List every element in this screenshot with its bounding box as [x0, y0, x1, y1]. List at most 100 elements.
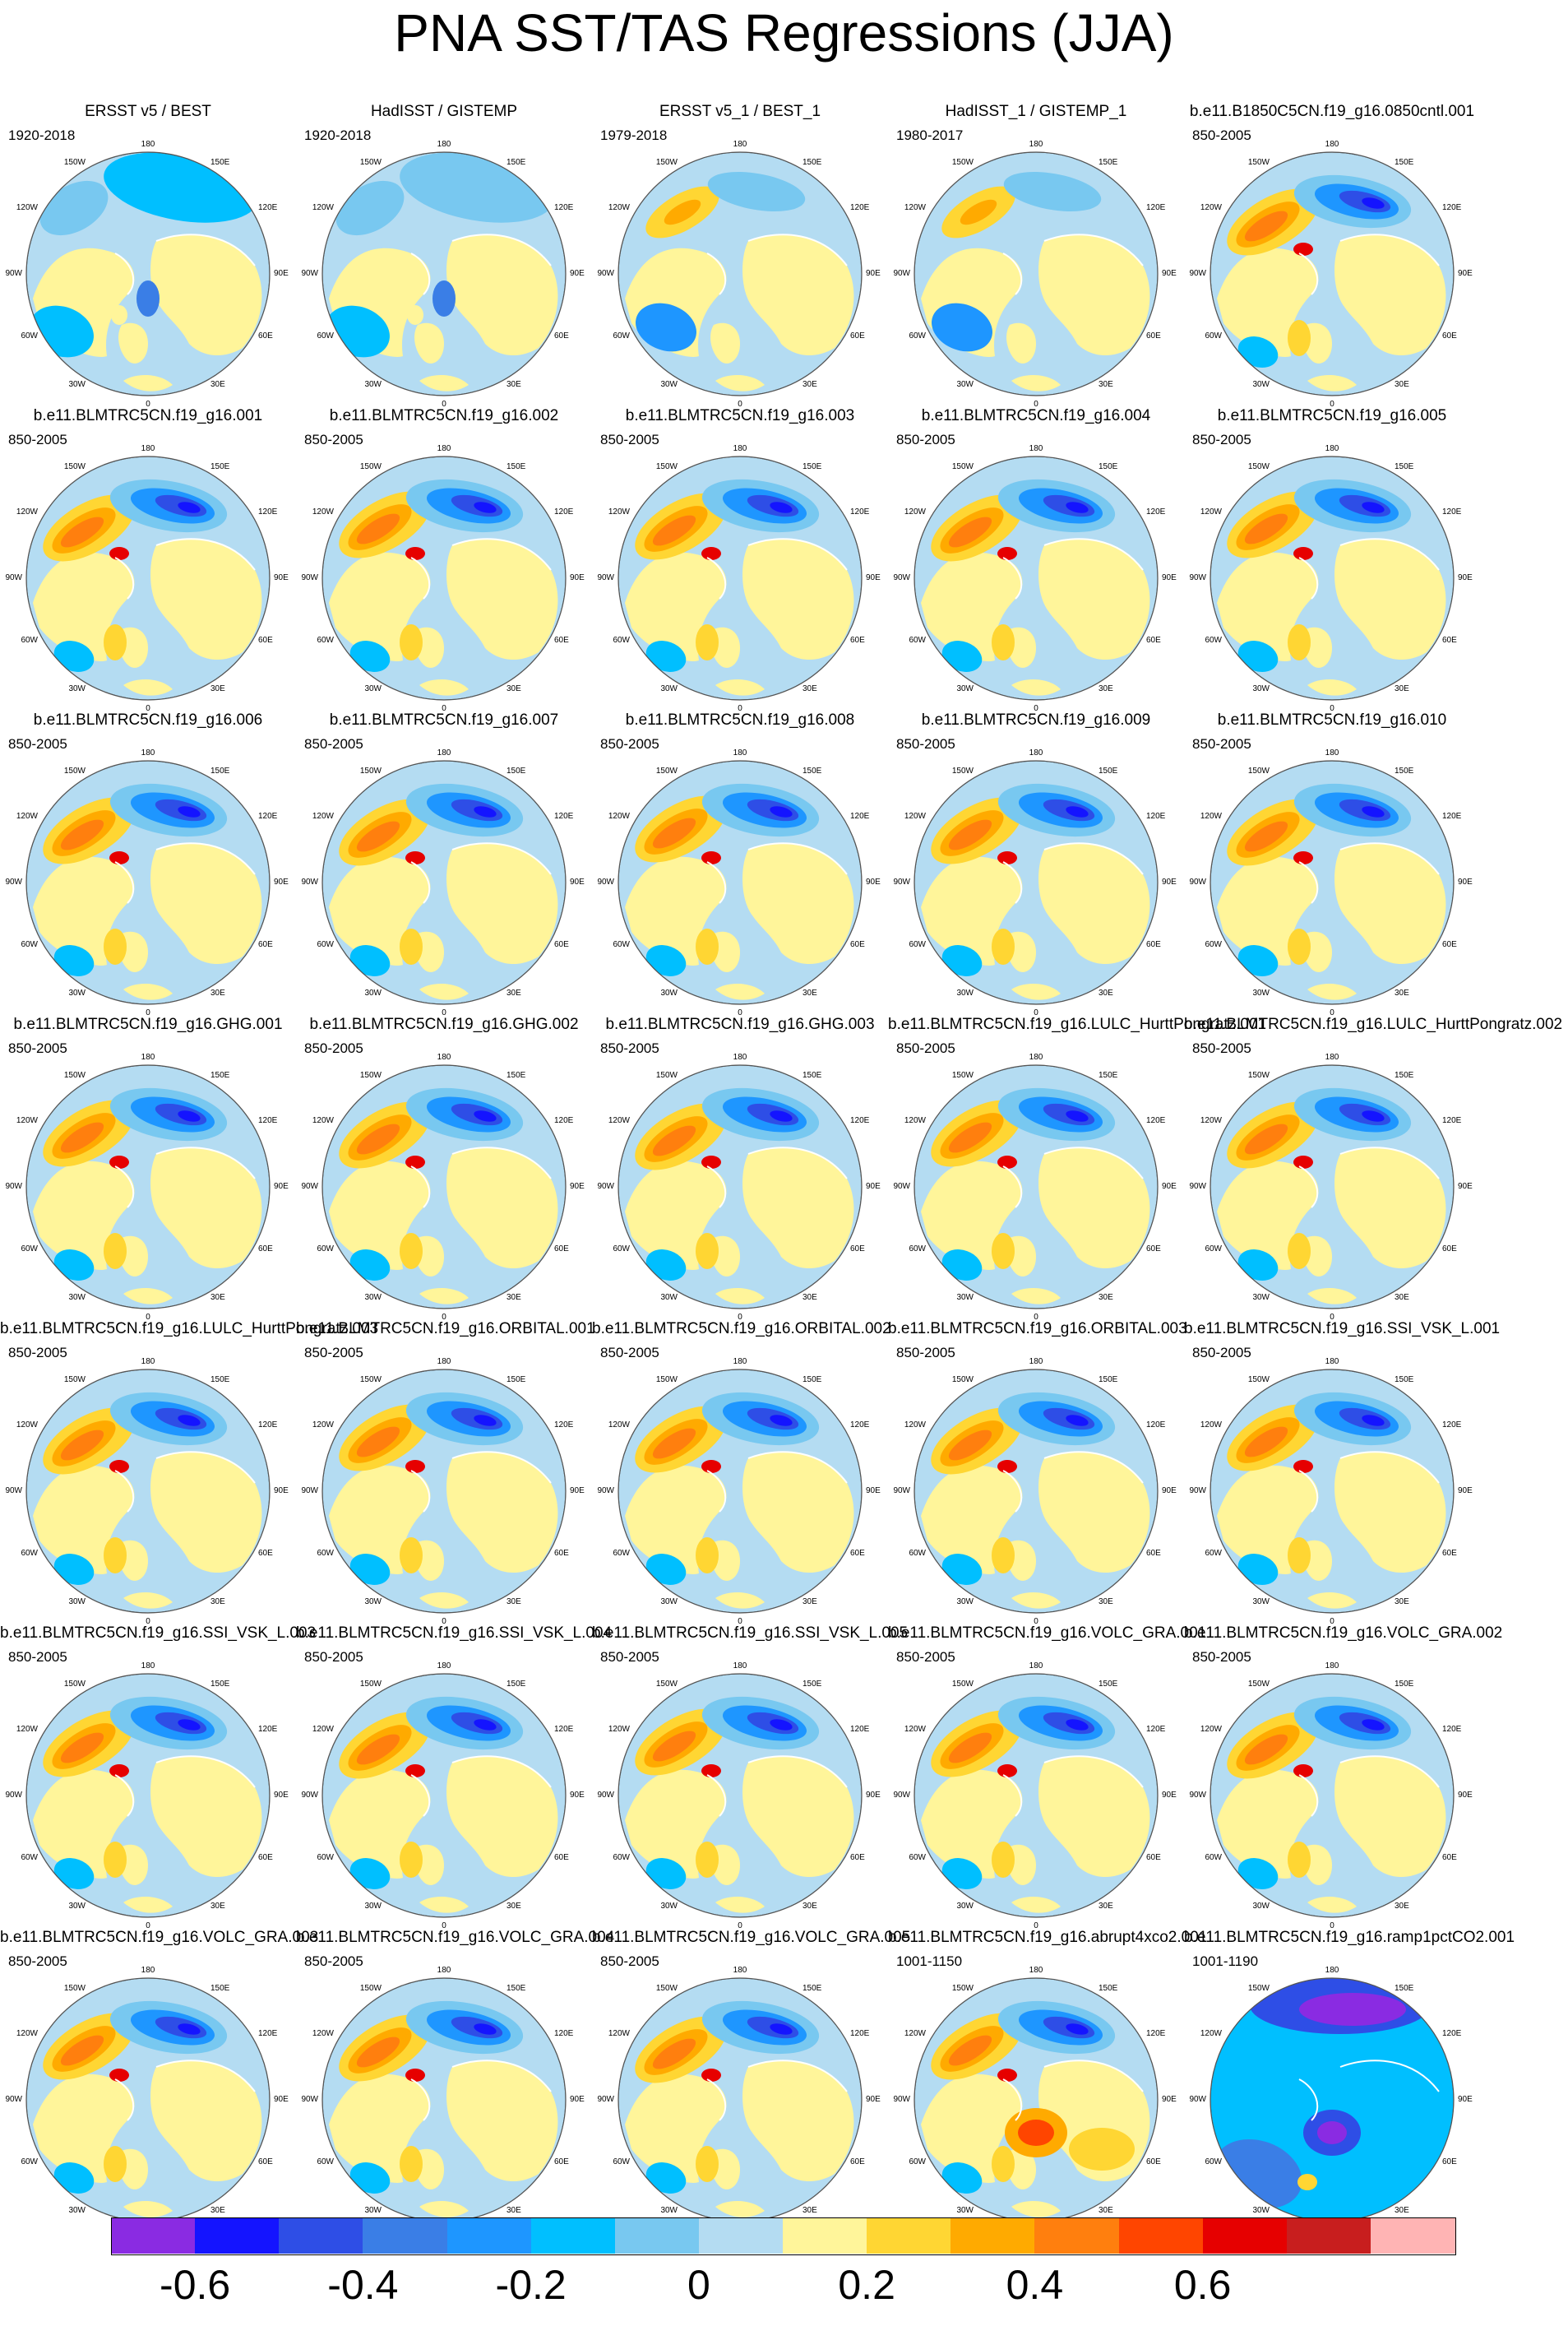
eurasia-land: [150, 843, 262, 965]
eurasia-land: [150, 1756, 262, 1878]
panel-year-range: 850-2005: [600, 1649, 659, 1665]
panel-year-range: 1980-2017: [896, 127, 964, 143]
cool-anomaly-peak: [770, 1415, 793, 1426]
africa-land: [1307, 1592, 1357, 1609]
longitude-label: 180: [437, 748, 451, 758]
longitude-label: 120W: [16, 203, 39, 212]
coastline: [706, 234, 848, 295]
warm-anomaly-peak: [109, 851, 129, 864]
longitude-label: 60W: [1205, 2157, 1222, 2166]
map-svg: 180 150W 150E 120W 120E 90W 90E 60W 60E 30W 30E 0: [1189, 140, 1473, 409]
atlantic-warm-anomaly: [104, 929, 127, 965]
warm-anomaly-peak: [1293, 547, 1313, 560]
warm-anomaly-peak: [1293, 1460, 1313, 1473]
map-svg: 180 150W 150E 120W 120E 90W 90E 60W 60E 30W 30E 0: [5, 1357, 289, 1626]
colorbar-tick-label: 0.2: [838, 2262, 895, 2308]
longitude-label: 90W: [893, 1791, 910, 1800]
panel-year-range: 850-2005: [896, 432, 955, 447]
coastline: [706, 538, 848, 600]
map-svg: 180 150W 150E 120W 120E 90W 90E 60W 60E 30W 30E 0: [301, 1053, 585, 1322]
panel-title: b.e11.BLMTRC5CN.f19_g16.003: [625, 407, 855, 424]
longitude-label: 30E: [506, 1902, 521, 1911]
longitude-label: 60E: [554, 2157, 569, 2166]
panel-title: b.e11.BLMTRC5CN.f19_g16.GHG.002: [309, 1016, 579, 1033]
map-panel: b.e11.B1850C5CN.f19_g16.0850cntl.001 850-…: [1184, 103, 1480, 409]
warm-anomaly-core: [652, 515, 696, 546]
longitude-label: 150E: [506, 1680, 526, 1689]
longitude-label: 180: [141, 1966, 155, 1975]
panel-year-range: 850-2005: [8, 1649, 67, 1665]
longitude-label: 0: [1330, 704, 1334, 713]
africa-land: [123, 1288, 173, 1304]
panel-year-range: 850-2005: [1192, 127, 1251, 143]
eurasia-land: [150, 539, 262, 660]
longitude-label: 150E: [1395, 767, 1414, 776]
north-america-land: [625, 1161, 727, 1270]
longitude-label: 150W: [952, 1375, 974, 1384]
polar-stereographic-map: 180 150W 150E 120W 120E 90W 90E 60W 60E 30W 30E 0: [597, 140, 881, 409]
atlantic-warm-anomaly: [400, 624, 423, 660]
map-panel: b.e11.BLMTRC5CN.f19_g16.VOLC_GRA.002 850-…: [1184, 1624, 1502, 1930]
eurasia-land: [1334, 539, 1446, 660]
longitude-label: 0: [1034, 1921, 1038, 1930]
panel-year-range: 850-2005: [600, 736, 659, 752]
longitude-label: 150W: [656, 767, 678, 776]
longitude-label: 0: [442, 1313, 446, 1322]
north-america-land: [921, 552, 1023, 661]
warm-anomaly-core: [948, 1732, 992, 1763]
longitude-label: 150E: [1395, 1680, 1414, 1689]
longitude-label: 120E: [258, 2029, 278, 2038]
polar-stereographic-map: 180 150W 150E 120W 120E 90W 90E 60W 60E 30W 30E 0: [1189, 444, 1473, 713]
atlantic-cool-anomaly: [349, 1554, 391, 1585]
longitude-label: 60E: [554, 1853, 569, 1862]
north-america-land: [329, 1465, 431, 1574]
longitude-label: 30E: [1395, 2206, 1409, 2215]
colorbar-swatch: [867, 2217, 951, 2254]
longitude-label: 0: [738, 1617, 742, 1626]
atlantic-warm-anomaly: [1288, 929, 1311, 965]
warm-anomaly-peak: [701, 2069, 721, 2082]
warm-anomaly-peak: [701, 1460, 721, 1473]
panel-year-range: 850-2005: [600, 1953, 659, 1969]
panel-year-range: 850-2005: [896, 1345, 955, 1360]
polar-stereographic-map: 180 150W 150E 120W 120E 90W 90E 60W 60E 30W 30E 0: [893, 444, 1177, 713]
panel-year-range: 850-2005: [304, 1649, 363, 1665]
africa-land: [419, 375, 469, 392]
longitude-label: 90W: [5, 1791, 22, 1800]
coastline: [706, 1147, 848, 1208]
longitude-label: 120W: [1200, 1116, 1223, 1125]
longitude-label: 90W: [1189, 269, 1206, 278]
coastline: [1298, 1451, 1440, 1513]
longitude-label: 180: [733, 1661, 747, 1670]
coastline: [114, 1147, 256, 1208]
longitude-label: 150W: [1248, 1680, 1270, 1689]
longitude-label: 30W: [68, 1293, 86, 1302]
longitude-label: 60W: [317, 2157, 334, 2166]
longitude-label: 30W: [364, 684, 382, 693]
panel-title: ERSST v5 / BEST: [85, 103, 211, 120]
warm-anomaly-peak: [405, 1460, 425, 1473]
longitude-label: 90W: [893, 573, 910, 582]
atlantic-warm-anomaly: [400, 1537, 423, 1573]
longitude-label: 90W: [5, 573, 22, 582]
longitude-label: 30W: [1252, 1597, 1270, 1606]
longitude-label: 90E: [570, 1791, 585, 1800]
map-svg: 180 150W 150E 120W 120E 90W 90E 60W 60E 30W 30E 0: [893, 748, 1177, 1017]
polar-stereographic-map: 180 150W 150E 120W 120E 90W 90E 60W 60E 30W 30E 0: [5, 140, 289, 409]
longitude-label: 30E: [803, 1597, 817, 1606]
longitude-label: 0: [1330, 1313, 1334, 1322]
atlantic-warm-anomaly: [696, 1537, 719, 1573]
atlantic-cool-anomaly: [53, 945, 95, 976]
longitude-label: 150E: [506, 1984, 526, 1993]
atlantic-warm-anomaly: [992, 1537, 1015, 1573]
longitude-label: 150E: [1395, 1071, 1414, 1080]
coastline: [114, 1451, 256, 1513]
longitude-label: 60E: [1442, 1853, 1457, 1862]
longitude-label: 120E: [258, 812, 278, 821]
longitude-label: 30W: [1252, 2206, 1270, 2215]
atlantic-warm-anomaly: [400, 1842, 423, 1878]
longitude-label: 60E: [258, 1244, 273, 1253]
longitude-label: 120E: [1442, 2029, 1462, 2038]
panel-year-range: 1001-1150: [896, 1953, 963, 1969]
